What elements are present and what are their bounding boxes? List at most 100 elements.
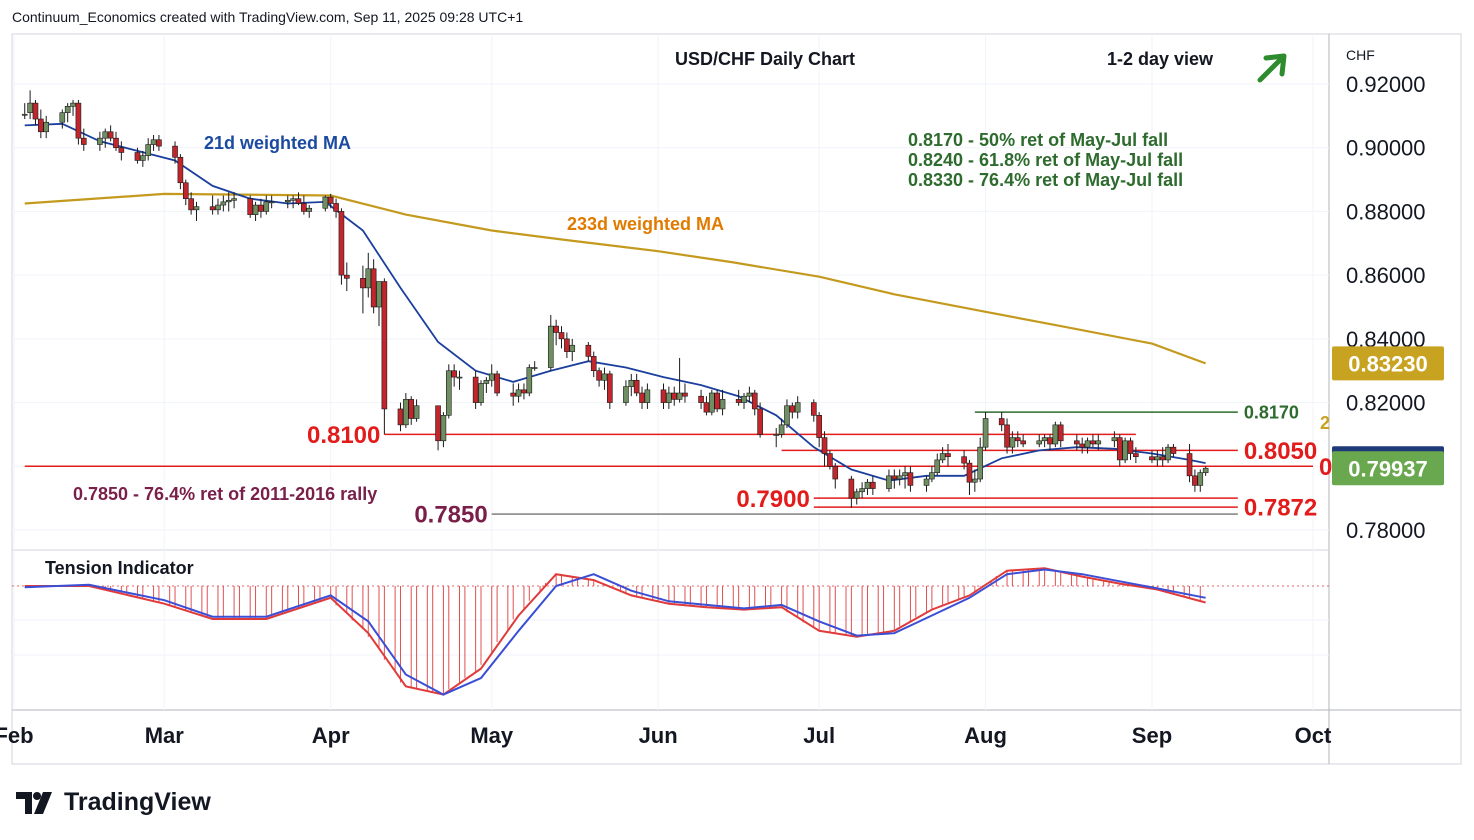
candle-body: [972, 478, 978, 483]
candle: [886, 469, 892, 492]
candle-body: [821, 437, 828, 454]
candle: [381, 278, 388, 435]
candle-body: [456, 376, 463, 379]
candle-body: [1095, 440, 1102, 445]
price-badge: 0.79937: [1332, 451, 1444, 486]
candle: [660, 383, 667, 409]
candle-body: [247, 198, 253, 215]
price-tick-label: 0.92000: [1346, 72, 1426, 97]
candle-body: [1192, 475, 1198, 486]
candle: [961, 450, 967, 470]
candle-body: [408, 399, 415, 419]
price-badge-text: 0.79937: [1348, 456, 1428, 481]
hidden-fragment: 2: [1320, 413, 1330, 433]
candle-body: [435, 405, 441, 442]
candle: [757, 402, 763, 438]
candle-body: [258, 204, 264, 212]
candle-body: [440, 415, 447, 442]
candle-body: [38, 118, 44, 133]
ma233-path: [24, 192, 1206, 365]
tension-indicator: [24, 567, 1206, 696]
candle-body: [859, 488, 865, 493]
candle: [590, 351, 597, 378]
ma21-label: 21d weighted MA: [204, 133, 351, 153]
candle-body: [751, 392, 758, 410]
tradingview-logo-icon: [16, 791, 52, 814]
candle-body: [757, 408, 763, 435]
candle-body: [553, 325, 559, 333]
candle-body: [601, 373, 608, 381]
candle: [75, 99, 82, 145]
candle: [773, 428, 780, 448]
candle-body: [306, 207, 313, 212]
price-chart[interactable]: 0.81700.81000.80500.80000.79000.78720.78…: [0, 0, 1474, 780]
candle-body: [333, 203, 339, 212]
candle: [134, 147, 141, 164]
candle: [929, 466, 935, 483]
candle-body: [526, 367, 533, 394]
candle: [751, 389, 758, 416]
candle-body: [784, 405, 790, 426]
candle: [671, 386, 678, 406]
candle-body: [848, 478, 855, 499]
candle: [70, 99, 76, 116]
candle-body: [998, 418, 1005, 426]
tradingview-brand[interactable]: TradingView: [16, 788, 211, 817]
candle: [1165, 443, 1171, 464]
time-label-Oct: Oct: [1295, 723, 1332, 748]
candle-body: [1122, 440, 1128, 461]
candle: [156, 134, 162, 151]
candle: [483, 377, 490, 394]
candle: [1041, 434, 1048, 448]
candle: [531, 361, 538, 371]
candle: [43, 115, 50, 139]
arrow-up-right-icon: [1257, 53, 1287, 83]
candle-body: [773, 434, 780, 436]
candle-body: [370, 268, 377, 308]
candle-body: [1036, 440, 1043, 445]
candle-body: [472, 376, 479, 403]
candle: [789, 402, 796, 419]
candle-body: [43, 121, 50, 133]
candle: [408, 396, 415, 425]
candle: [1149, 450, 1155, 464]
candle-body: [977, 446, 983, 480]
candle-body: [746, 392, 753, 397]
candle: [891, 469, 898, 489]
tension-fast-line: [24, 567, 1206, 696]
candle: [623, 380, 629, 406]
candle-body: [982, 418, 989, 448]
candle-body: [1202, 467, 1209, 473]
candle: [853, 488, 860, 505]
candle: [1036, 434, 1043, 448]
candle: [478, 380, 484, 406]
candle: [209, 195, 216, 215]
candle-body: [741, 395, 747, 403]
candle: [816, 412, 822, 448]
candle: [140, 150, 146, 167]
time-label-Jun: Jun: [639, 723, 678, 748]
candle: [709, 389, 715, 416]
candle: [220, 195, 227, 212]
candle-body: [510, 392, 517, 397]
candle: [494, 370, 500, 397]
candle: [676, 357, 683, 403]
candle-body: [1084, 440, 1091, 448]
candle: [569, 338, 576, 362]
candle: [735, 389, 742, 406]
view-label: 1-2 day view: [1107, 49, 1214, 69]
candle: [1095, 434, 1102, 451]
candle: [193, 201, 200, 221]
candle-body: [483, 379, 490, 384]
candle-body: [660, 389, 667, 403]
candle-body: [703, 402, 710, 413]
candle-body: [32, 102, 39, 120]
candle-body: [107, 131, 114, 139]
candle-body: [789, 405, 796, 413]
price-tick-label: 0.86000: [1346, 263, 1426, 288]
candle: [682, 383, 688, 403]
candle-body: [719, 399, 726, 410]
candle: [827, 450, 833, 470]
candle: [1020, 434, 1026, 448]
candle-body: [564, 338, 570, 352]
